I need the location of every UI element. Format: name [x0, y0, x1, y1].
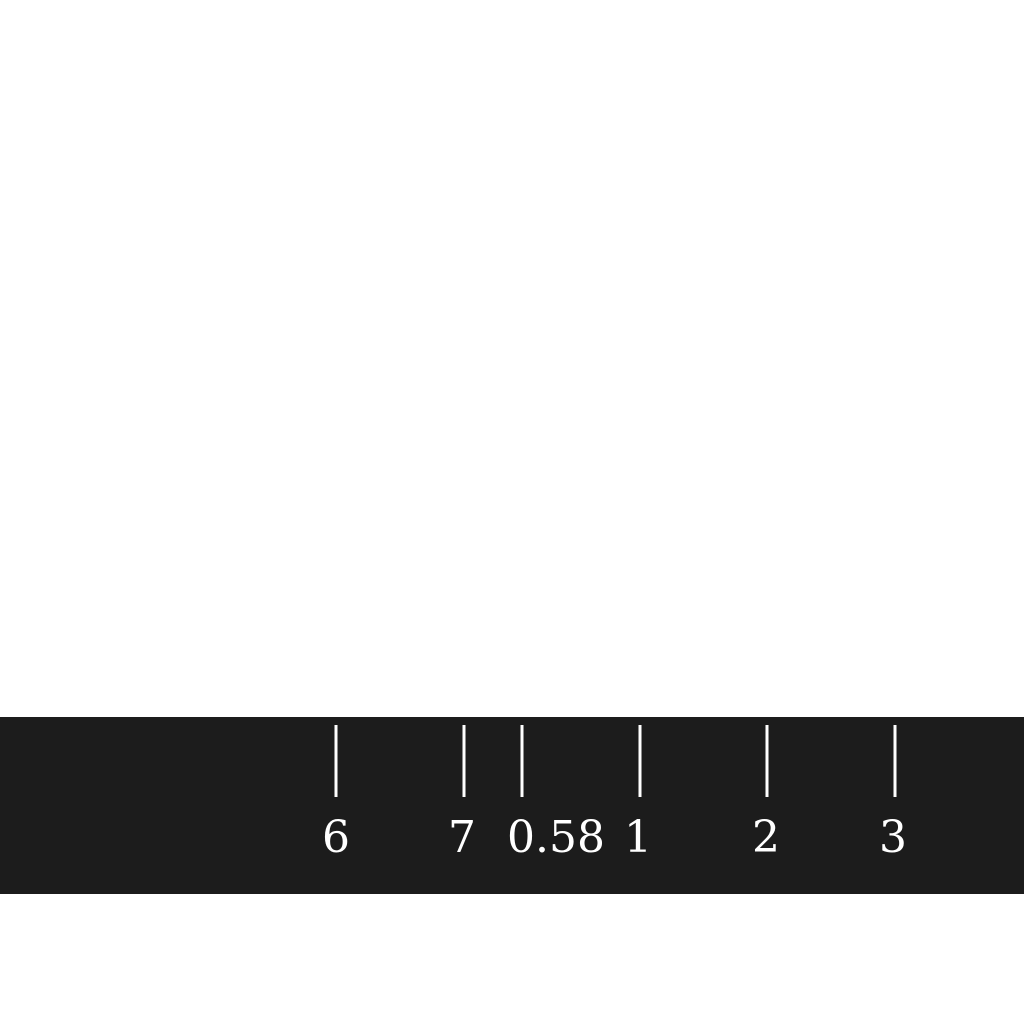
ruler-label-0-58: 0.58	[507, 812, 605, 863]
ruler-label-3: 3	[879, 812, 907, 863]
ruler-tick-0-58	[520, 725, 524, 797]
ruler-tick-2	[765, 725, 769, 797]
ruler-tick-7	[462, 725, 466, 797]
ruler-label-7: 7	[448, 812, 476, 863]
ruler-label-2: 2	[752, 812, 780, 863]
ruler-tick-3	[893, 725, 897, 797]
ruler-bar: 6 7 0.58 1 2 3	[0, 717, 1024, 894]
ruler-tick-1	[638, 725, 642, 797]
ruler-tick-6	[334, 725, 338, 797]
ruler-label-6: 6	[322, 812, 350, 863]
ruler-label-1: 1	[624, 812, 652, 863]
